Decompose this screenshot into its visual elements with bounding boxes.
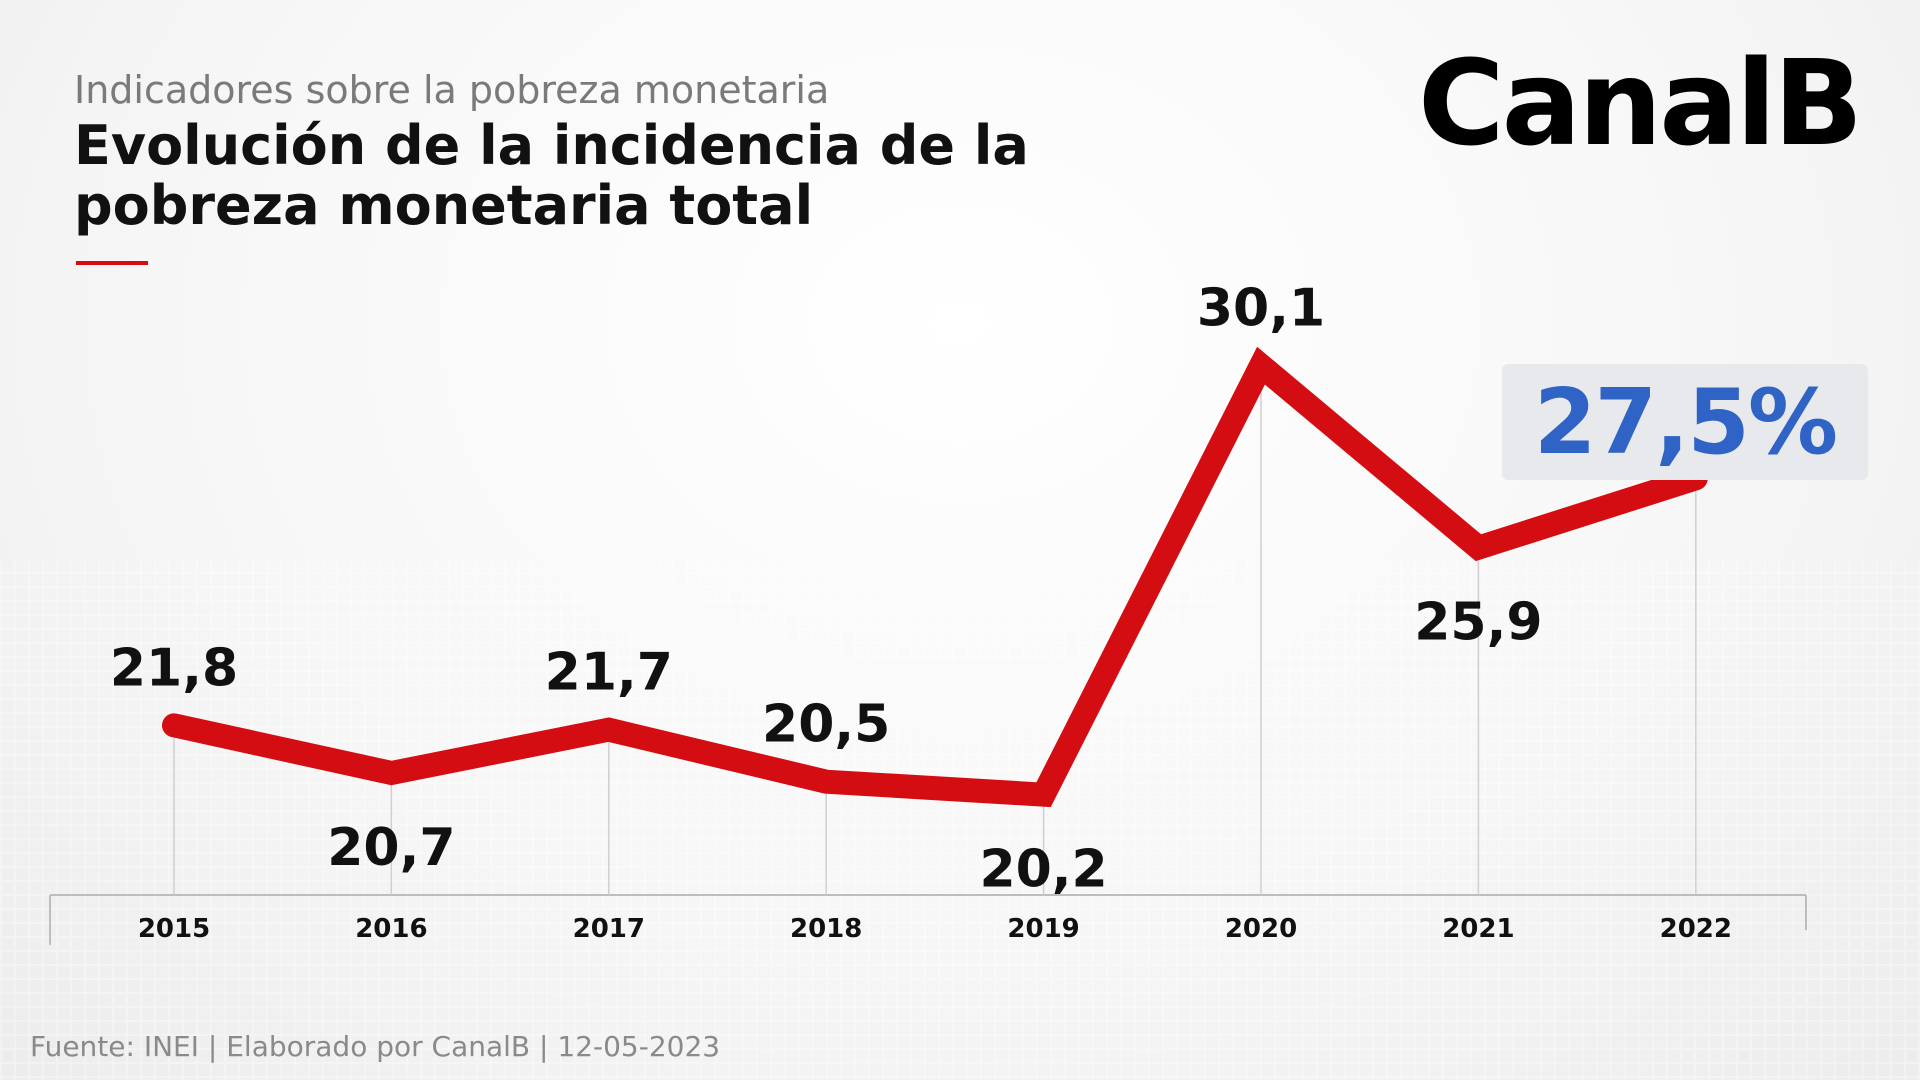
- data-point: [606, 727, 611, 732]
- x-tick-label: 2022: [1660, 914, 1732, 944]
- data-label: 30,1: [1197, 279, 1325, 339]
- source-note: Fuente: INEI | Elaborado por CanalB | 12…: [30, 1030, 721, 1063]
- series-line: [162, 346, 1708, 808]
- data-point: [824, 779, 829, 784]
- data-point: [1041, 792, 1046, 797]
- x-tick-label: 2015: [138, 914, 210, 944]
- highlight-badge: 27,5%: [1502, 364, 1868, 480]
- x-tick-label: 2018: [790, 914, 862, 944]
- title-accent-rule: [76, 261, 148, 265]
- highlight-value: 27,5%: [1533, 369, 1838, 475]
- pixel-background: [0, 560, 1920, 1080]
- data-label: 21,8: [110, 638, 238, 698]
- brand-logo: CanalB: [1418, 34, 1863, 172]
- x-tick-label: 2020: [1225, 914, 1297, 944]
- data-label: 20,7: [327, 818, 455, 878]
- data-label: 20,2: [979, 840, 1107, 900]
- chart-subtitle: Indicadores sobre la pobreza monetaria: [74, 68, 830, 112]
- x-tick-label: 2019: [1007, 914, 1079, 944]
- data-point: [389, 771, 394, 775]
- x-tick-label: 2017: [573, 914, 645, 944]
- x-tick-label: 2021: [1442, 914, 1514, 944]
- data-label: 21,7: [545, 643, 673, 703]
- data-point: [172, 723, 176, 728]
- data-point: [1259, 363, 1263, 368]
- data-point: [1476, 545, 1481, 550]
- data-label: 25,9: [1414, 593, 1542, 653]
- chart-title: Evolución de la incidencia de la pobreza…: [74, 114, 1029, 237]
- x-tick-label: 2016: [355, 914, 427, 944]
- data-label: 20,5: [762, 695, 890, 755]
